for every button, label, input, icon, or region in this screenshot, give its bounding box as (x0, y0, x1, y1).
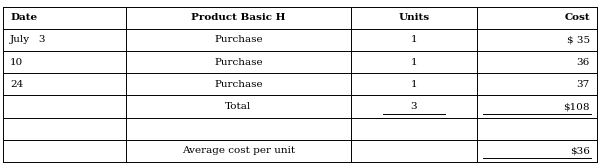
Text: 37: 37 (577, 80, 590, 89)
Text: Purchase: Purchase (214, 58, 263, 67)
Text: July   3: July 3 (10, 35, 47, 44)
Text: $ 35: $ 35 (566, 35, 590, 44)
Text: Units: Units (398, 13, 430, 22)
Text: 36: 36 (577, 58, 590, 67)
Text: Cost: Cost (564, 13, 590, 22)
Text: 1: 1 (410, 80, 418, 89)
Text: 1: 1 (410, 58, 418, 67)
Text: Product Basic H: Product Basic H (191, 13, 286, 22)
Text: $108: $108 (563, 102, 590, 111)
Text: Average cost per unit: Average cost per unit (182, 146, 295, 155)
Text: Date: Date (10, 13, 37, 22)
Text: 1: 1 (410, 35, 418, 44)
Text: 24: 24 (10, 80, 23, 89)
Text: Total: Total (226, 102, 251, 111)
Text: 10: 10 (10, 58, 23, 67)
Text: Purchase: Purchase (214, 80, 263, 89)
Text: Purchase: Purchase (214, 35, 263, 44)
Text: $36: $36 (570, 146, 590, 155)
Text: 3: 3 (410, 102, 418, 111)
